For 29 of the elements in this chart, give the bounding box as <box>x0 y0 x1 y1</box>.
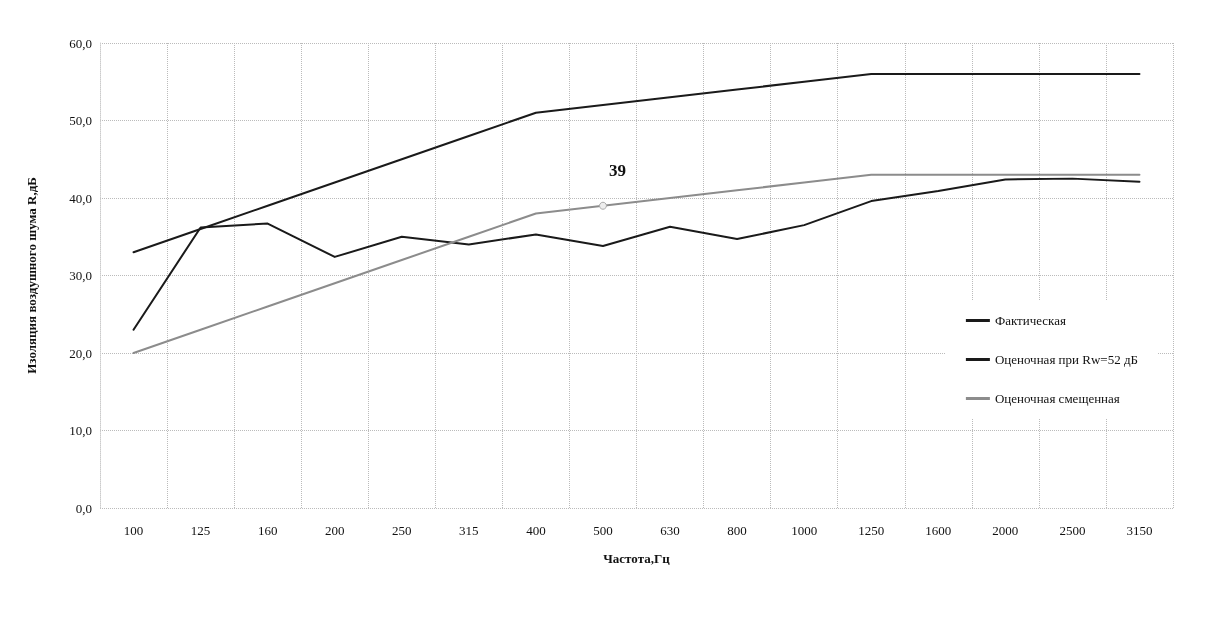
y-tick-label: 30,0 <box>69 268 92 283</box>
x-tick-label: 160 <box>257 523 278 538</box>
x-tick-label: 1000 <box>791 523 818 538</box>
x-tick-label: 250 <box>392 523 412 538</box>
x-tick-label: 100 <box>123 523 144 538</box>
x-tick-label: 800 <box>727 523 747 538</box>
y-tick-label: 20,0 <box>69 345 92 361</box>
x-tick-label: 2500 <box>1059 523 1086 538</box>
y-tick-label: 0,0 <box>75 500 92 516</box>
x-tick-label: 400 <box>526 523 546 538</box>
x-tick-label: 1250 <box>858 523 885 538</box>
x-tick-label: 630 <box>660 523 680 538</box>
x-tick-label: 2000 <box>992 523 1019 538</box>
y-tick-label: 60,0 <box>69 35 92 51</box>
x-tick-label: 125 <box>190 523 211 538</box>
x-tick-label: 200 <box>324 523 345 538</box>
y-tick-label: 50,0 <box>69 113 92 128</box>
x-tick-label: 3150 <box>1126 523 1153 538</box>
x-tick-label: 500 <box>593 523 613 538</box>
legend-label: Оценочная при Rw=52 дБ <box>994 352 1139 367</box>
x-tick-label: 315 <box>459 523 479 538</box>
legend-label: Оценочная смещенная <box>994 391 1120 406</box>
data-label: 39 <box>608 160 626 180</box>
x-tick-label: 1600 <box>925 523 952 538</box>
y-tick-label: 10,0 <box>69 423 92 438</box>
legend-label: Фактическая <box>994 313 1066 328</box>
y-axis-title: Изоляция воздушного шума R,дБ <box>24 177 39 374</box>
y-tick-label: 40,0 <box>69 190 92 206</box>
x-axis-title: Частота,Гц <box>603 551 671 566</box>
